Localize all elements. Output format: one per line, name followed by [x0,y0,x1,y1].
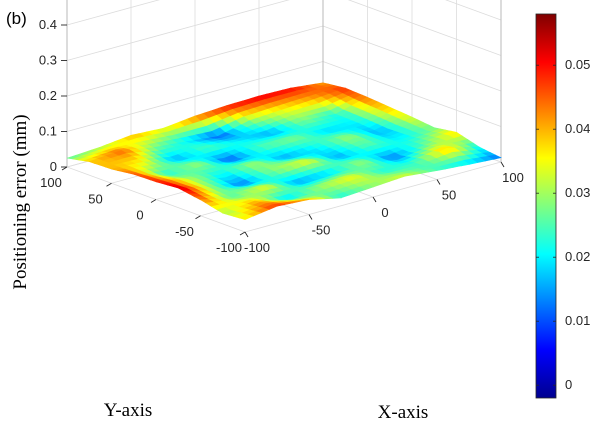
z-tick-label: 0 [50,159,57,174]
colorbar-tick-label: 0 [565,377,572,392]
side-wall-grid-line [347,0,502,56]
z-tick-label: 0.3 [39,53,57,68]
colorbar-tick-label: 0.01 [565,313,590,328]
side-wall-grid-line [445,0,502,21]
x-tick-label: -50 [312,223,331,238]
y-tick-label: 100 [40,175,62,190]
x-tick-mark [308,214,313,220]
side-wall-grid-line [322,25,502,92]
z-axis-title: Positioning error (mm) [10,114,31,289]
axis-ticks: -100-50050100-100-5005010000.10.20.30.40… [39,17,524,255]
x-tick-label: 100 [502,170,524,185]
back-wall-grid-line [66,25,324,97]
colorbar-tick-label: 0.03 [565,185,590,200]
back-wall-grid-line [66,0,160,26]
error-surface [66,82,502,220]
z-tick-label: 0.1 [39,124,57,139]
colorbar-ticks: 0 0.01 0.02 0.03 0.04 0.05 [536,57,590,392]
x-tick-label: -100 [244,240,270,255]
z-tick-label: 0.4 [39,17,57,32]
y-tick-label: -100 [216,240,242,255]
y-tick-mark [239,231,246,236]
y-tick-mark [195,215,201,220]
colorbar: 0 0.01 0.02 0.03 0.04 0.05 [535,13,590,399]
x-tick-mark [372,196,377,203]
z-tick-label: 0.2 [39,88,57,103]
y-tick-mark [150,199,157,203]
y-tick-label: 50 [88,191,102,206]
colorbar-gradient [535,13,557,399]
y-tick-mark [106,182,112,187]
colorbar-tick-label: 0.02 [565,249,590,264]
x-tick-label: 50 [442,188,456,203]
panel-label: (b) [6,9,27,28]
side-wall-grid-line [322,61,502,127]
y-tick-mark [61,166,68,171]
surface-patch [238,214,254,220]
x-tick-mark [244,231,249,238]
back-wall-grid-line [66,0,290,61]
y-axis-title: Y-axis [104,400,153,421]
x-axis-title: X-axis [378,402,429,423]
x-tick-mark [436,179,441,185]
x-tick-label: 0 [381,205,388,220]
y-tick-label: -50 [175,224,194,239]
x-tick-mark [500,161,505,168]
colorbar-tick-label: 0.04 [565,121,590,136]
back-wall-grid-line [66,61,324,132]
colorbar-tick-label: 0.05 [565,57,590,72]
y-tick-label: 0 [136,208,143,223]
